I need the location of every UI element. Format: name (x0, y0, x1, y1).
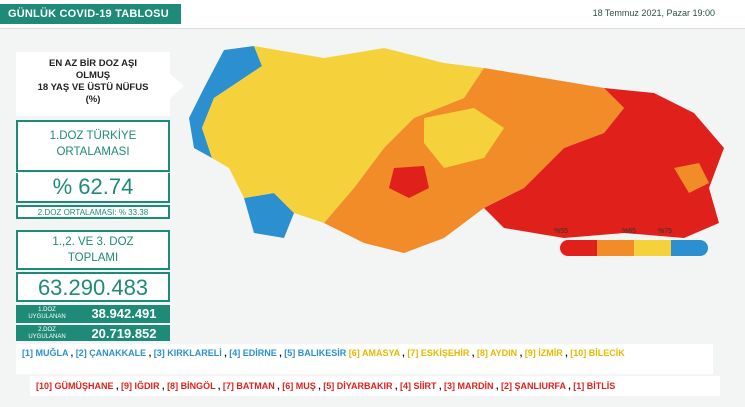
dose2-row: 2.DOZ UYGULANAN 20.719.852 (16, 325, 170, 341)
province-red: [8] BİNGÖL (167, 381, 216, 391)
dose2-label: 2.DOZ UYGULANAN (16, 325, 78, 341)
legend-swatch-blue (671, 240, 708, 256)
map-region-yellow (424, 108, 504, 168)
first-dose-percent: % 62.74 (16, 173, 170, 203)
dose2-value: 20.719.852 (91, 326, 157, 341)
page-title: GÜNLÜK COVID-19 TABLOSU (0, 4, 181, 24)
province-red: [3] MARDİN (444, 381, 494, 391)
legend-swatch-orange (597, 240, 634, 256)
legend-bar (560, 240, 708, 256)
province-yellow: [6] AMASYA (348, 348, 400, 358)
province-yellow: [7] ESKİŞEHİR (407, 348, 470, 358)
legend-swatch-red (560, 240, 597, 256)
dose1-value: 38.942.491 (91, 306, 157, 321)
title-line: 1.DOZ TÜRKİYE (49, 130, 137, 142)
label-line: EN AZ BİR DOZ AŞI (49, 58, 137, 69)
label-line: OLMUŞ (75, 70, 111, 81)
map-region-orange (674, 163, 709, 193)
label-line: UYGULANAN (28, 314, 66, 320)
province-red: [9] IĞDIR (121, 381, 160, 391)
total-doses-value: 63.290.483 (16, 272, 170, 302)
title-line: TOPLAMI (67, 252, 119, 264)
label-line: UYGULANAN (28, 334, 66, 340)
dose1-label: 1.DOZ UYGULANAN (16, 305, 78, 323)
date-label: 18 Temmuz 2021, Pazar 19:00 (592, 8, 715, 18)
label-line: 18 YAŞ VE ÜSTÜ NÜFUS (37, 82, 149, 93)
map-region-blue (244, 193, 294, 238)
map-region-blue (189, 46, 262, 158)
second-dose-average: 2.DOZ ORTALAMASI: % 33.38 (16, 205, 170, 219)
title-line: 1.,2. VE 3. DOZ (52, 236, 134, 248)
province-yellow: [10] BİLECİK (570, 348, 625, 358)
first-dose-average-title: 1.DOZ TÜRKİYE ORTALAMASI (16, 120, 170, 172)
legend-tick: %55 (554, 228, 569, 235)
legend-tick: %75 (658, 228, 673, 235)
title-line: ORTALAMASI (56, 146, 130, 158)
province-red: [7] BATMAN (222, 381, 275, 391)
province-blue: [5] BALIKESİR (284, 348, 347, 358)
total-doses-title: 1.,2. VE 3. DOZ TOPLAMI (16, 230, 170, 270)
bottom-provinces-row: [10] GÜMÜŞHANE , [9] IĞDIR , [8] BİNGÖL … (30, 376, 720, 396)
province-blue: [4] EDİRNE (229, 348, 277, 358)
province-red: [4] SİİRT (399, 381, 437, 391)
province-yellow: [8] AYDIN (476, 348, 518, 358)
province-red: [2] ŞANLIURFA (501, 381, 566, 391)
province-red: [6] MUŞ (282, 381, 316, 391)
label-line: 1.DOZ (38, 307, 56, 313)
legend-swatch-yellow (634, 240, 671, 256)
turkey-vaccination-map (189, 46, 724, 253)
province-yellow: [9] İZMİR (524, 348, 563, 358)
province-blue: [1] MUĞLA (22, 348, 69, 358)
header-bar: GÜNLÜK COVID-19 TABLOSU 18 Temmuz 2021, … (0, 0, 745, 29)
label-line: (%) (85, 94, 101, 105)
population-label: EN AZ BİR DOZ AŞI OLMUŞ 18 YAŞ VE ÜSTÜ N… (16, 52, 184, 116)
map-region-yellow (202, 46, 484, 223)
label-line: 2.DOZ (38, 327, 56, 333)
province-red: [5] DİYARBAKIR (323, 381, 393, 391)
legend-tick: %65 (622, 228, 637, 235)
province-red: [1] BİTLİS (573, 381, 616, 391)
map-region-red (484, 88, 724, 238)
map-region-red (389, 166, 429, 198)
top-provinces-row: [1] MUĞLA , [2] ÇANAKKALE , [3] KIRKLARE… (16, 344, 713, 374)
dose1-row: 1.DOZ UYGULANAN 38.942.491 (16, 305, 170, 323)
province-blue: [3] KIRKLARELİ (153, 348, 222, 358)
province-blue: [2] ÇANAKKALE (75, 348, 147, 358)
province-red: [10] GÜMÜŞHANE (36, 381, 114, 391)
